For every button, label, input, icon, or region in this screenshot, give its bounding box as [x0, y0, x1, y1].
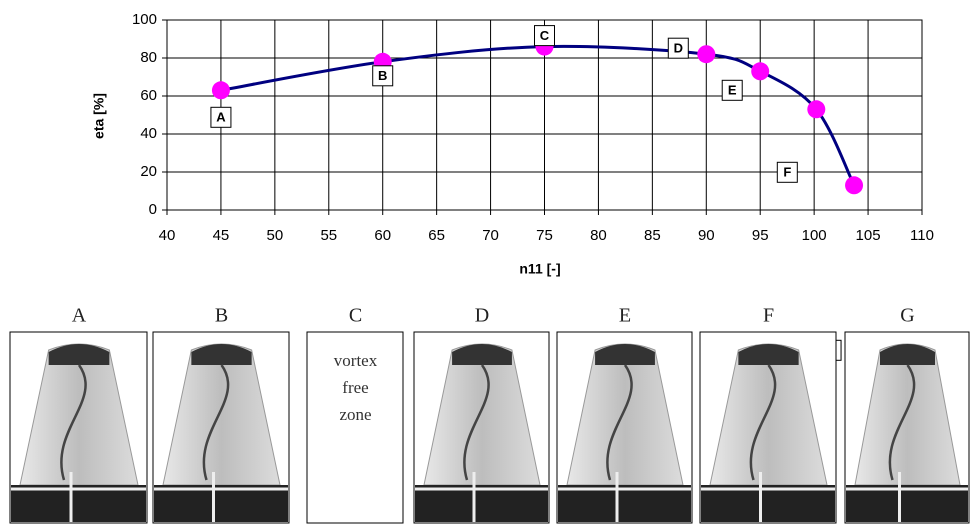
panel-text: free	[342, 378, 368, 397]
panel-text: vortex	[334, 351, 378, 370]
panel-title: D	[475, 305, 489, 327]
photo-base	[558, 485, 691, 522]
y-tick-label: 0	[149, 201, 157, 218]
x-tick-label: 65	[428, 227, 445, 244]
point-label: C	[540, 28, 550, 43]
panel-title: A	[72, 305, 87, 327]
y-tick-label: 60	[140, 87, 157, 104]
x-tick-label: 100	[802, 227, 827, 244]
y-axis-title: eta [%]	[91, 93, 107, 139]
marker	[751, 62, 769, 80]
x-tick-label: 55	[320, 227, 337, 244]
y-tick-label: 20	[140, 163, 157, 180]
point-label: E	[728, 83, 737, 98]
point-label: A	[216, 110, 226, 125]
x-tick-label: 80	[590, 227, 607, 244]
x-tick-label: 105	[856, 227, 881, 244]
x-tick-label: 45	[213, 227, 230, 244]
panel-title: E	[619, 305, 631, 327]
y-tick-label: 40	[140, 125, 157, 142]
x-tick-label: 90	[698, 227, 715, 244]
point-label: D	[674, 41, 683, 56]
x-tick-label: 60	[374, 227, 391, 244]
x-tick-label: 50	[267, 227, 284, 244]
x-tick-label: 70	[482, 227, 499, 244]
x-tick-label: 85	[644, 227, 661, 244]
photo-base	[154, 485, 288, 522]
photo-base	[701, 485, 835, 522]
point-label: F	[783, 165, 791, 180]
photo-base	[846, 485, 968, 522]
marker	[845, 176, 863, 194]
x-axis-title: n11 [-]	[519, 261, 560, 277]
photo-base	[11, 485, 146, 522]
y-tick-label: 80	[140, 49, 157, 66]
marker	[807, 100, 825, 118]
marker	[697, 45, 715, 63]
x-tick-label: 75	[536, 227, 553, 244]
panel-title: F	[763, 305, 774, 327]
point-label: B	[378, 68, 387, 83]
panel-title: B	[215, 305, 228, 327]
x-tick-label: 95	[752, 227, 769, 244]
panel-title: G	[900, 305, 914, 327]
panel-text: zone	[339, 405, 371, 424]
x-tick-label: 40	[159, 227, 176, 244]
x-tick-label: 110	[910, 227, 934, 244]
photo-base	[415, 485, 548, 522]
y-tick-label: 100	[132, 11, 157, 28]
figure: n11 [-] eta [%] 40 45 50 55 60 65 70 75 80 85 90 95…	[0, 0, 970, 524]
panel-title: C	[349, 305, 362, 327]
marker	[212, 81, 230, 99]
